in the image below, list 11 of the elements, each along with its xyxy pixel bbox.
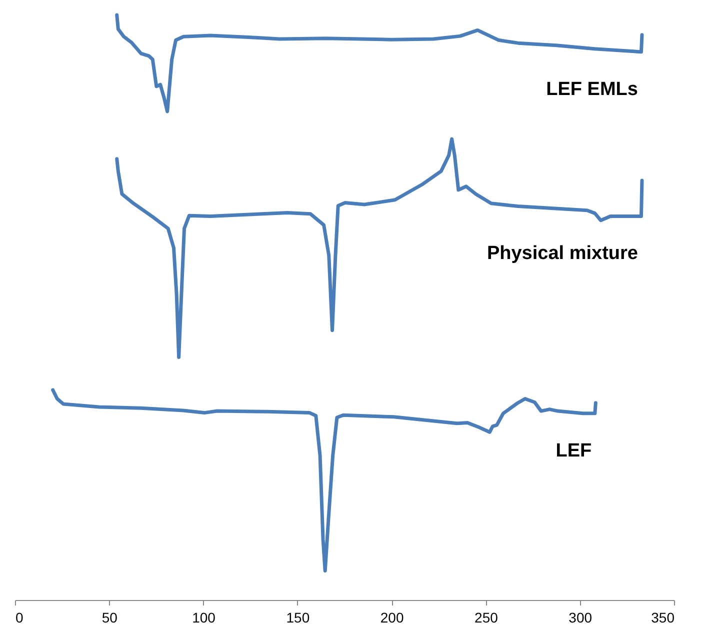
x-tick-label: 200 [380,610,404,626]
series-label: LEF EMLs [546,78,638,100]
x-tick-label: 250 [474,610,498,626]
x-tick-label: 300 [568,610,592,626]
x-tick-label: 150 [286,610,310,626]
x-tick-label: 50 [102,610,118,626]
x-tick-label: 350 [651,610,675,626]
x-tick-label: 0 [16,610,24,626]
series-label: Physical mixture [486,243,638,264]
x-tick-label: 100 [192,610,216,626]
series-label: LEF [556,440,592,462]
